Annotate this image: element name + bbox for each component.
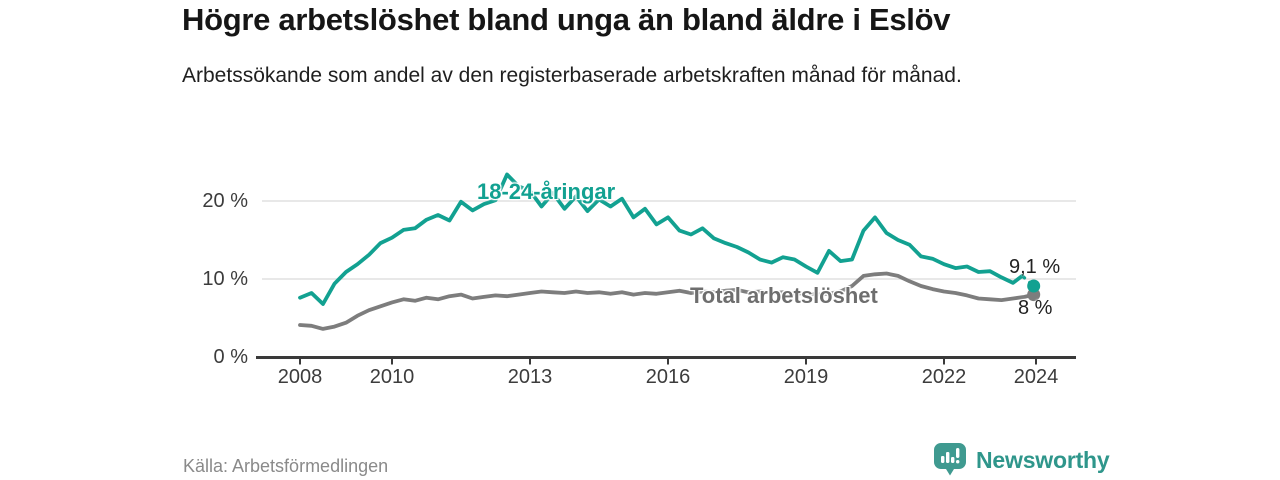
x-tick-label: 2010: [369, 366, 415, 388]
series-label-total: Total arbetslöshet: [690, 283, 878, 308]
value-label-total: 8 %: [1018, 297, 1053, 319]
x-tick-label: 2024: [1013, 366, 1059, 388]
page-title: Högre arbetslöshet bland unga än bland ä…: [182, 2, 951, 37]
x-tick-label: 2013: [507, 366, 553, 388]
y-tick-label: 0 %: [213, 346, 248, 368]
x-tick-label: 2016: [645, 366, 691, 388]
x-tick-label: 2008: [277, 366, 323, 388]
x-tick-label: 2022: [921, 366, 967, 388]
newsworthy-logo: Newsworthy: [933, 442, 1110, 478]
source-note: Källa: Arbetsförmedlingen: [183, 456, 389, 476]
value-label-young: 9,1 %: [1009, 256, 1061, 278]
chart-subtitle: Arbetssökande som andel av den registerb…: [182, 64, 962, 87]
series-label-young: 18-24-åringar: [477, 179, 616, 204]
y-tick-label: 20 %: [202, 190, 248, 212]
newsworthy-logo-icon: [934, 443, 966, 476]
x-tick-label: 2019: [783, 366, 829, 388]
brand-name: Newsworthy: [976, 446, 1110, 473]
y-tick-label: 10 %: [202, 268, 248, 290]
